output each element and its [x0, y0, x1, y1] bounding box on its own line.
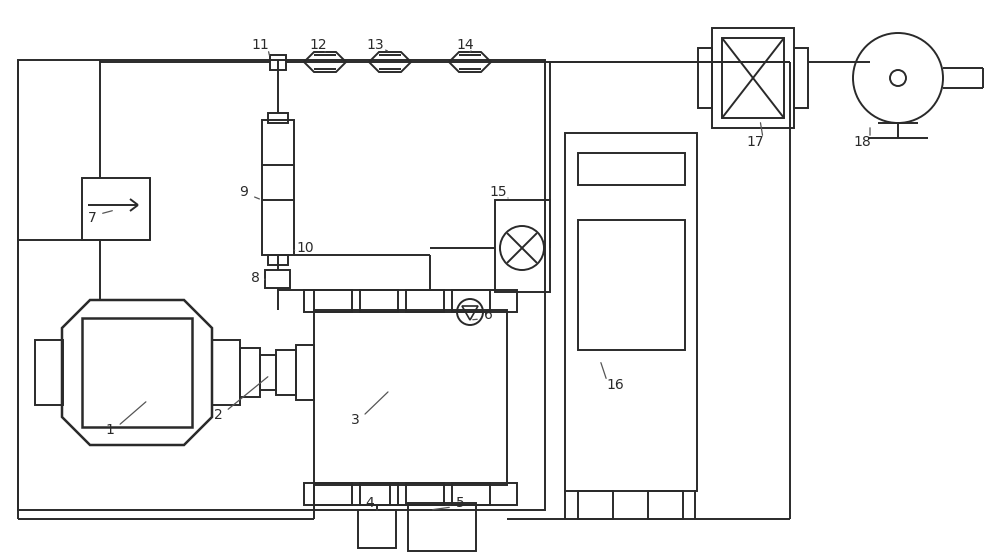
Bar	[698, 48, 712, 108]
Bar	[268, 255, 288, 265]
Bar	[408, 503, 476, 551]
Bar	[82, 318, 192, 427]
Bar	[578, 491, 613, 519]
Bar	[314, 310, 507, 485]
Bar	[578, 153, 685, 185]
Bar	[35, 340, 63, 405]
Bar	[794, 48, 808, 108]
Text: 6: 6	[484, 308, 492, 322]
Bar	[18, 60, 545, 510]
Bar	[314, 483, 352, 505]
Text: 13: 13	[366, 38, 384, 52]
Bar	[495, 200, 550, 292]
Bar	[268, 113, 288, 123]
Bar	[452, 290, 490, 312]
Bar	[712, 28, 794, 128]
Text: 16: 16	[606, 378, 624, 392]
Bar	[212, 340, 240, 405]
Text: 12: 12	[309, 38, 327, 52]
Bar	[304, 483, 517, 505]
Bar	[578, 220, 685, 350]
Text: 14: 14	[456, 38, 474, 52]
Bar	[276, 350, 296, 395]
Bar	[648, 491, 683, 519]
Text: 10: 10	[296, 241, 314, 255]
Text: 7: 7	[88, 211, 96, 225]
Text: 11: 11	[251, 38, 269, 52]
Text: 2: 2	[214, 408, 222, 422]
Bar	[260, 355, 276, 390]
Bar	[270, 55, 286, 70]
Text: 3: 3	[351, 413, 359, 427]
Bar	[296, 345, 314, 400]
Bar	[722, 38, 784, 118]
Bar	[360, 290, 398, 312]
Bar	[565, 133, 697, 491]
Text: 8: 8	[251, 271, 259, 285]
Text: 1: 1	[106, 423, 114, 437]
Text: 4: 4	[366, 496, 374, 510]
Bar	[314, 290, 352, 312]
Bar	[262, 120, 294, 255]
Bar	[406, 290, 444, 312]
Text: 9: 9	[240, 185, 248, 199]
Text: 17: 17	[746, 135, 764, 149]
Text: 18: 18	[853, 135, 871, 149]
Bar	[240, 348, 260, 397]
Bar	[452, 483, 490, 505]
Bar	[304, 290, 517, 312]
Bar	[265, 270, 290, 288]
Bar	[358, 510, 396, 548]
Text: 5: 5	[456, 496, 464, 510]
Bar	[82, 178, 150, 240]
Bar	[406, 483, 444, 505]
Text: 15: 15	[489, 185, 507, 199]
Bar	[360, 483, 398, 505]
